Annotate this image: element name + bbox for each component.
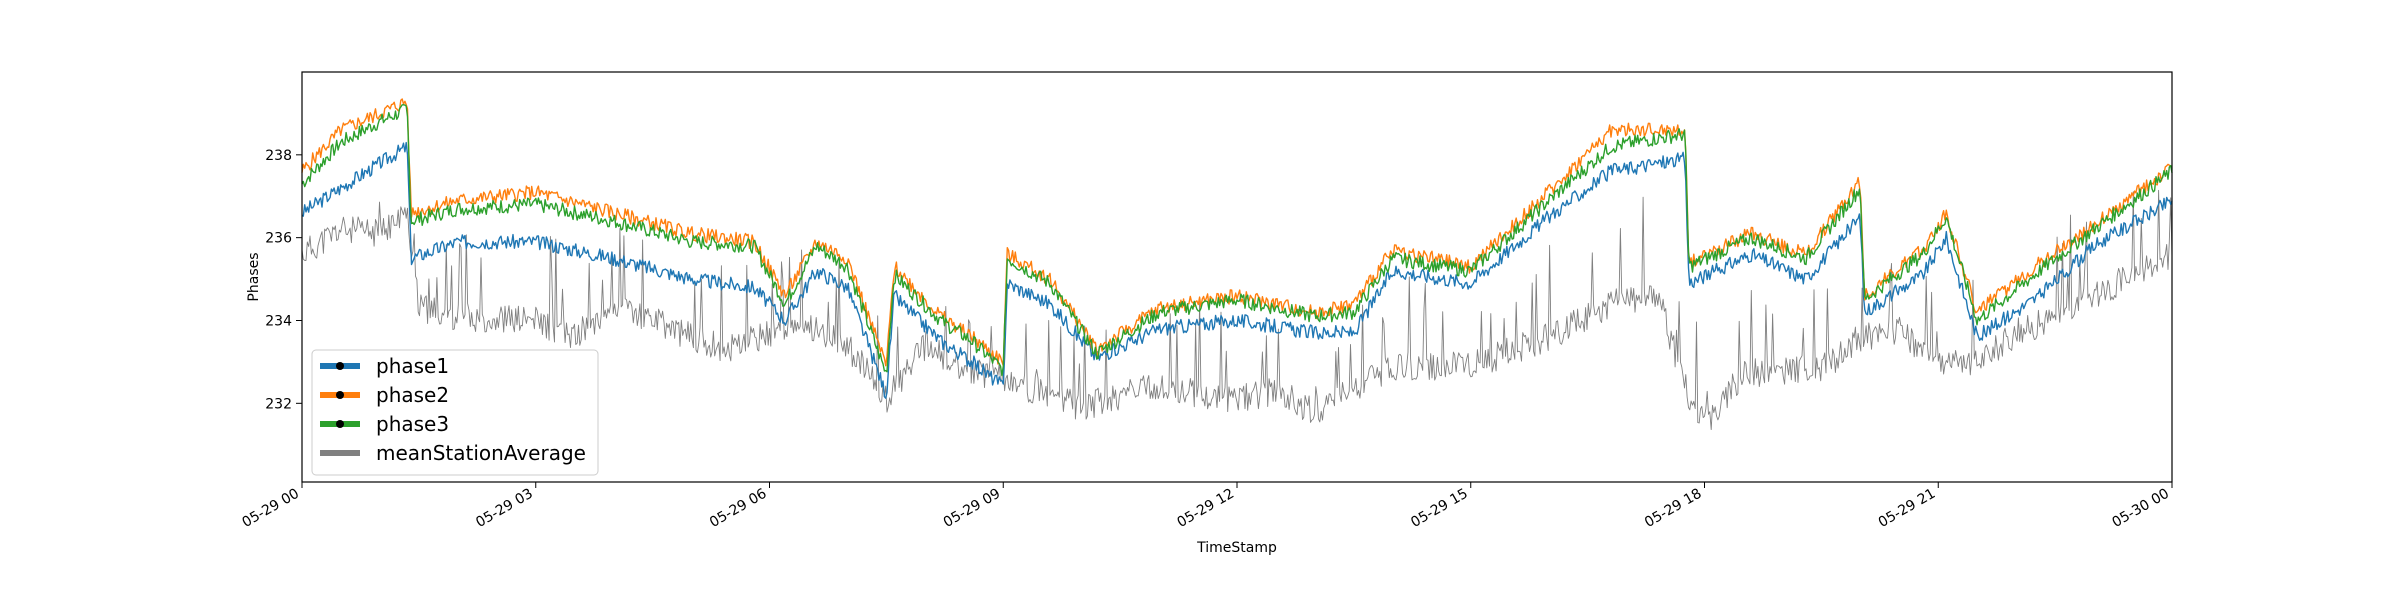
series-line-meanStationAverage [301,189,2173,431]
legend-label-meanStationAverage: meanStationAverage [376,441,586,465]
legend-marker-phase3 [336,420,344,428]
legend-label-phase1: phase1 [376,354,449,378]
y-tick-label: 238 [265,148,292,164]
legend-label-phase3: phase3 [376,412,449,436]
x-axis-title: TimeStamp [1196,540,1277,556]
y-tick-label: 234 [265,313,292,329]
series-line-phase1 [301,141,2173,399]
y-tick-label: 232 [265,396,292,412]
series-layer [301,98,2173,431]
y-axis-title: Phases [246,252,262,301]
legend: phase1 phase2 phase3 meanStationAverage [311,349,599,476]
legend-marker-phase2 [336,391,344,399]
legend-label-phase2: phase2 [376,383,449,407]
y-tick-label: 236 [265,231,292,247]
series-line-phase3 [301,104,2173,377]
legend-marker-phase1 [336,362,344,370]
y-axis: 232 234 236 238 [265,148,302,412]
legend-box [311,349,599,476]
